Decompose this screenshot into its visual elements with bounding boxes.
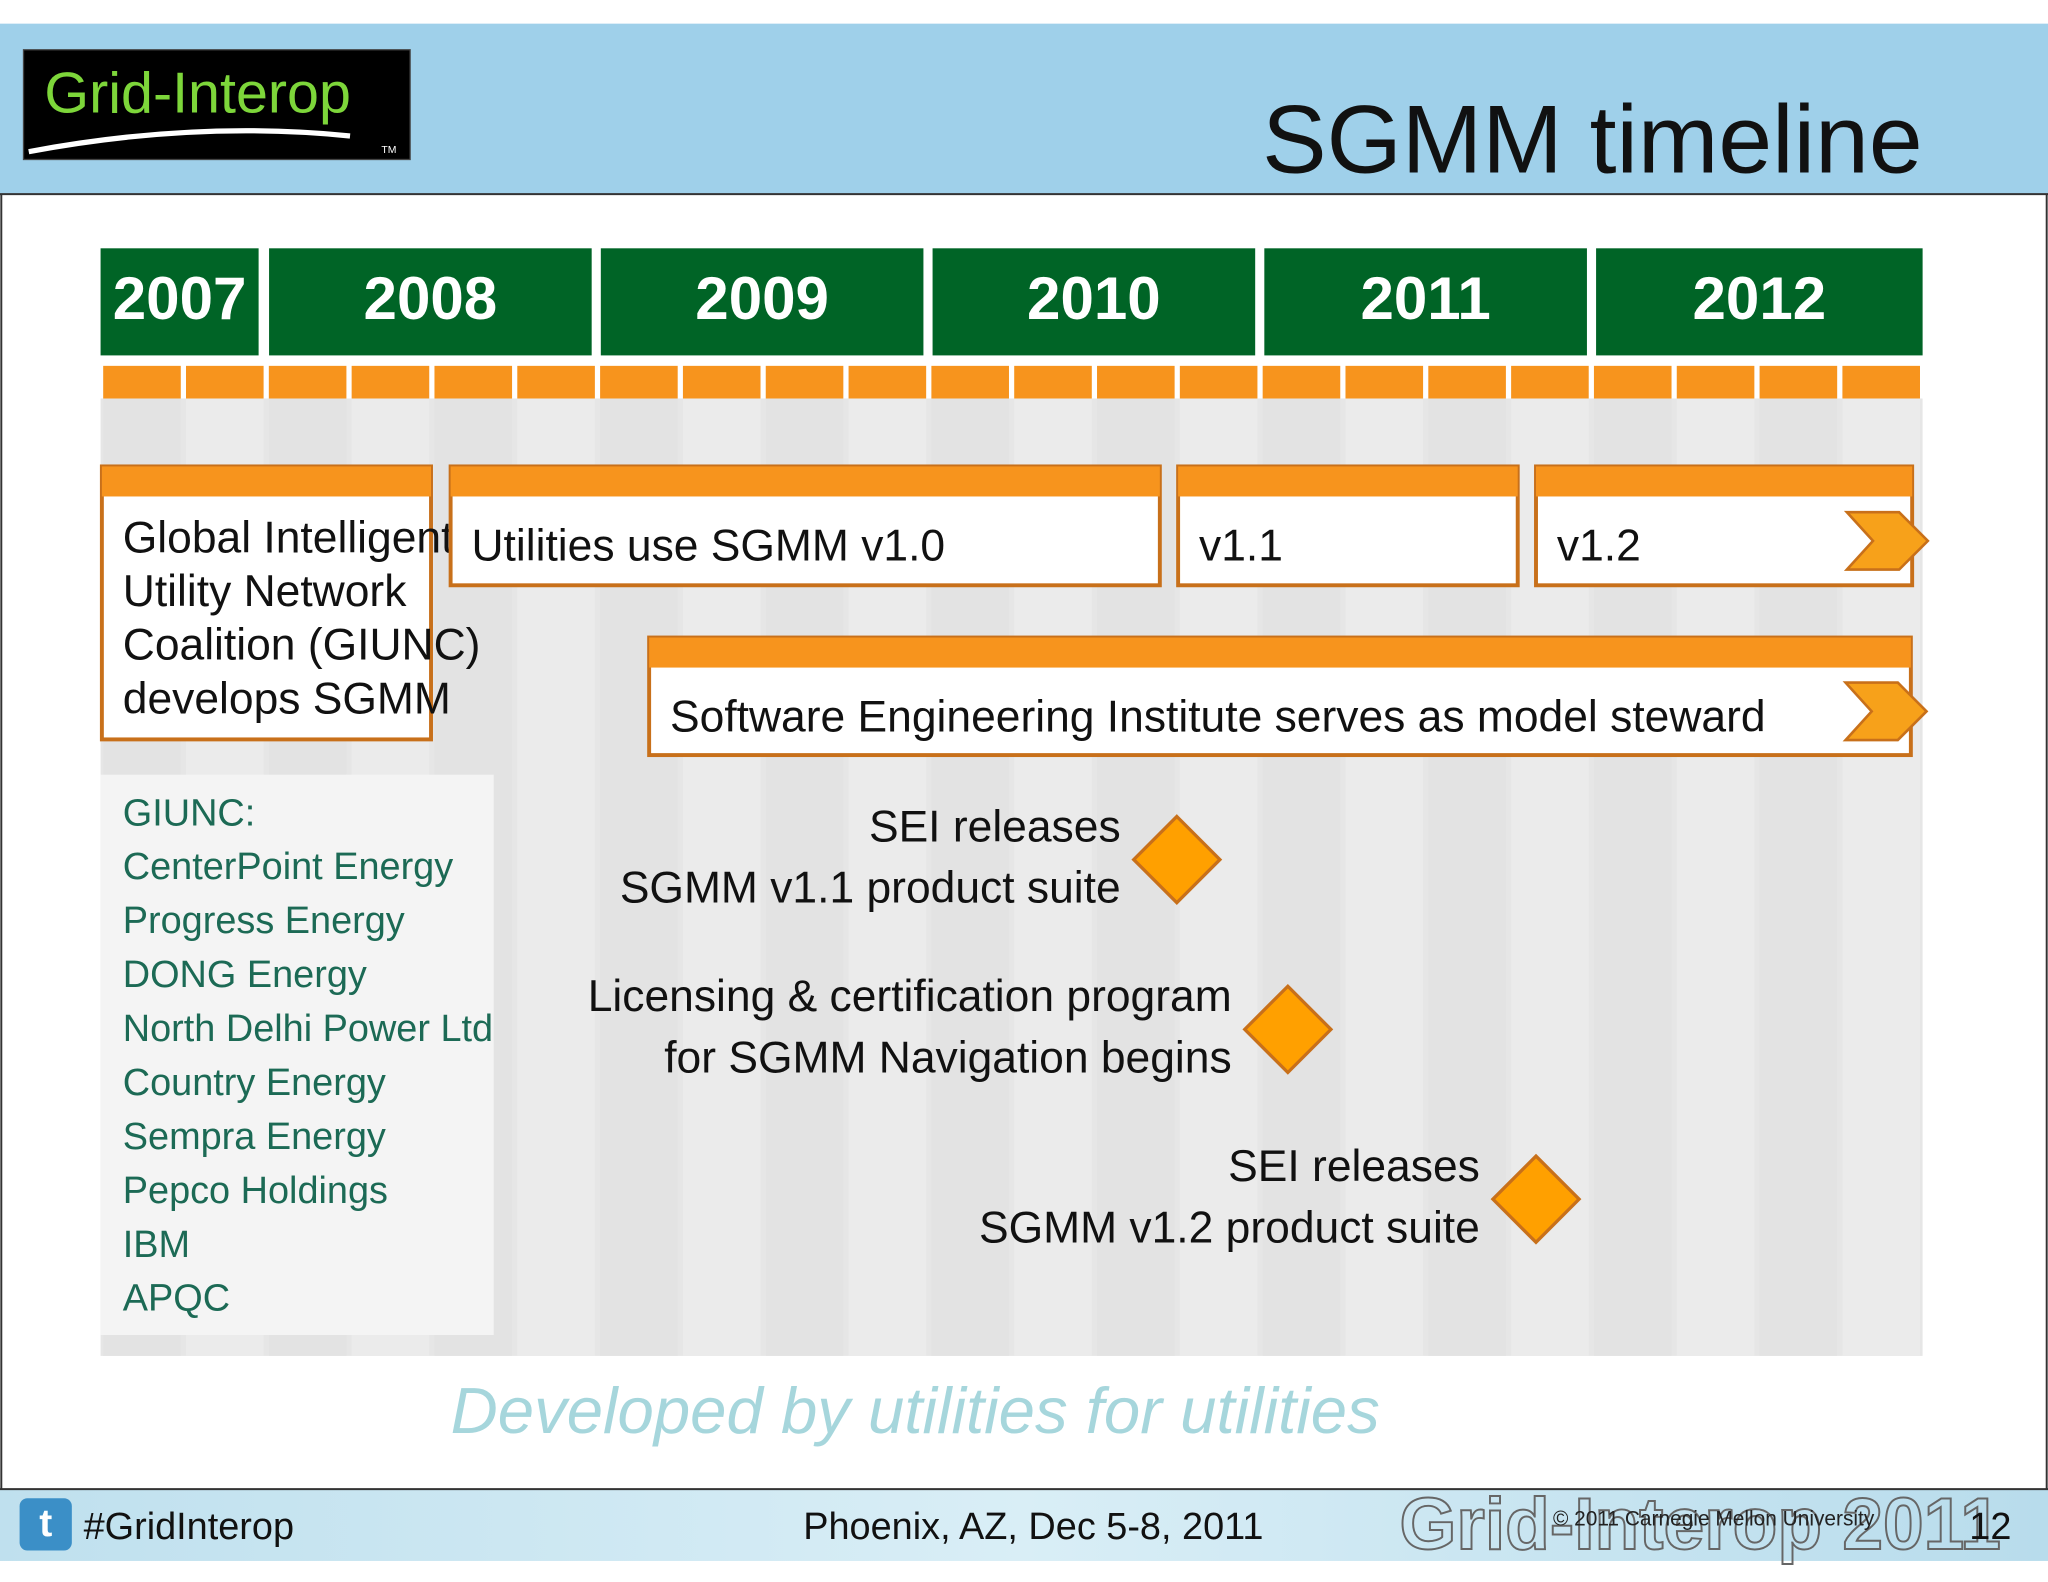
- milestone-label: SGMM v1.1 product suite: [620, 864, 1121, 913]
- milestone-label: Licensing & certification program: [588, 972, 1232, 1021]
- month-cell: [1511, 365, 1589, 399]
- page-number: 12: [1969, 1506, 2011, 1548]
- bar-label: v1.1: [1199, 521, 1283, 570]
- month-cell: [1593, 365, 1672, 399]
- month-cell: [1097, 365, 1175, 399]
- footer-band: [0, 1489, 2048, 1561]
- bar-label: Global Intelligent: [123, 514, 454, 563]
- month-cell: [268, 365, 347, 399]
- month-cell: [103, 365, 181, 399]
- year-header: [932, 248, 1256, 356]
- twitter-glyph: t: [39, 1502, 52, 1545]
- month-cell: [1428, 365, 1506, 399]
- milestone-label: SEI releases: [1228, 1142, 1480, 1191]
- year-label: 2011: [1360, 265, 1490, 332]
- month-cell: [1759, 365, 1838, 399]
- milestone-label: SEI releases: [869, 802, 1121, 851]
- footer-event: Phoenix, AZ, Dec 5-8, 2011: [803, 1506, 1263, 1548]
- bar-cap: [101, 466, 432, 497]
- member-name: Country Energy: [123, 1062, 386, 1104]
- month-cell: [517, 365, 595, 399]
- bar-label: Utilities use SGMM v1.0: [472, 521, 946, 570]
- year-header: [600, 248, 924, 356]
- month-cell: [848, 365, 927, 399]
- month-cell: [1179, 365, 1258, 399]
- year-label: 2010: [1027, 265, 1161, 332]
- month-cell: [1676, 365, 1755, 399]
- milestone-diamond: [1131, 814, 1223, 905]
- month-cell: [434, 365, 513, 399]
- arrow-chevron: [1842, 681, 1929, 742]
- bar-label: Utility Network: [123, 567, 407, 616]
- month-cell: [1345, 365, 1424, 399]
- bar-label: develops SGMM: [123, 674, 451, 723]
- member-name: IBM: [123, 1224, 190, 1266]
- month-cell: [1842, 365, 1920, 399]
- member-name: APQC: [123, 1278, 230, 1320]
- year-header: [1596, 248, 1923, 356]
- month-cell: [1262, 365, 1341, 399]
- member-name: DONG Energy: [123, 954, 367, 996]
- year-label: 2007: [113, 265, 247, 332]
- member-name: Sempra Energy: [123, 1116, 386, 1158]
- member-name: Pepco Holdings: [123, 1170, 388, 1212]
- logo-swoosh: [28, 128, 351, 155]
- bar-box: [99, 464, 433, 742]
- logo-text: Grid-Interop: [44, 61, 351, 125]
- bar-cap: [1536, 466, 1913, 497]
- members-heading: GIUNC:: [123, 793, 256, 835]
- year-header: [1264, 248, 1587, 356]
- year-header: [100, 248, 259, 356]
- members-panel: [100, 774, 494, 1335]
- year-label: 2012: [1693, 265, 1827, 332]
- month-cell: [682, 365, 761, 399]
- logo-tm: TM: [381, 145, 396, 156]
- bar-cap: [649, 637, 1911, 668]
- milestone-label: SGMM v1.2 product suite: [979, 1203, 1480, 1252]
- member-name: Progress Energy: [123, 900, 405, 942]
- slide-title: SGMM timeline: [1262, 87, 1923, 194]
- member-name: CenterPoint Energy: [123, 846, 453, 888]
- month-cell: [765, 365, 844, 399]
- footer-watermark: Grid-Interop 2011: [1400, 1484, 2001, 1565]
- arrow-chevron: [1843, 510, 1930, 571]
- member-name: North Delhi Power Ltd: [123, 1008, 493, 1050]
- month-cell: [931, 365, 1009, 399]
- month-cell: [186, 365, 264, 399]
- bar-label: Software Engineering Institute serves as…: [670, 693, 1766, 742]
- twitter-icon: [19, 1498, 72, 1551]
- bar-cap: [450, 466, 1160, 497]
- footer-copyright: © 2011 Carnegie Mellon University: [1553, 1508, 1875, 1531]
- month-cell: [1014, 365, 1092, 399]
- month-cell: [351, 365, 430, 399]
- bar-label: Coalition (GIUNC): [123, 621, 481, 670]
- tagline: Developed by utilities for utilities: [451, 1374, 1380, 1447]
- milestone-label: for SGMM Navigation begins: [664, 1033, 1231, 1082]
- milestone-diamond: [1242, 983, 1334, 1075]
- year-label: 2008: [364, 265, 498, 332]
- month-cell: [600, 365, 678, 399]
- year-label: 2009: [695, 265, 829, 332]
- footer-hashtag: #GridInterop: [84, 1506, 294, 1548]
- bar-cap: [1178, 466, 1518, 497]
- year-header: [269, 248, 592, 356]
- bar-label: v1.2: [1557, 521, 1641, 570]
- milestone-diamond: [1490, 1153, 1582, 1245]
